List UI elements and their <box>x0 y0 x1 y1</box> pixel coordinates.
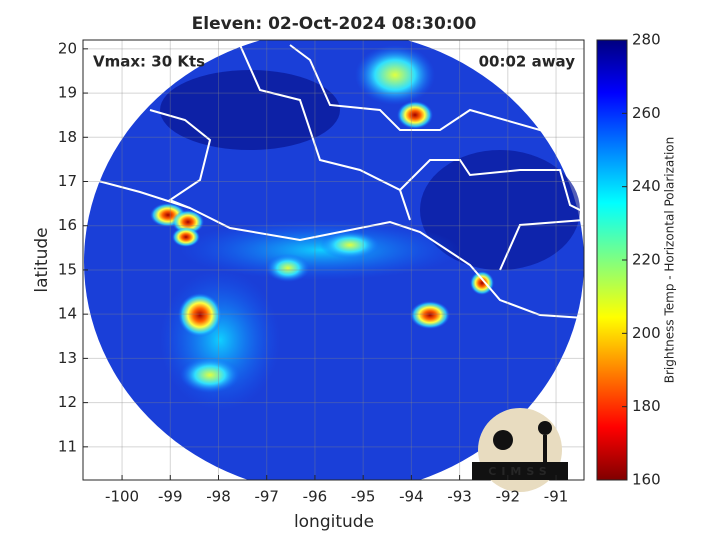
x-tick-label: -97 <box>254 488 279 506</box>
logo-text: CIMSS <box>488 465 551 478</box>
coastline <box>83 44 584 319</box>
x-tick-label: -95 <box>351 488 376 506</box>
grid <box>83 40 584 480</box>
y-tick-label: 12 <box>58 393 77 411</box>
y-tick-label: 17 <box>58 172 77 190</box>
y-axis-label: latitude <box>32 227 52 292</box>
y-tick-label: 13 <box>58 349 77 367</box>
x-tick-label: -100 <box>105 488 139 506</box>
y-tick-label: 18 <box>58 128 77 146</box>
axes-box <box>82 39 585 481</box>
y-tick-label: 20 <box>58 39 77 57</box>
y-tick-label: 16 <box>58 216 77 234</box>
colorbar-tick-label: 240 <box>632 177 661 195</box>
annotation: Vmax: 30 Kts <box>93 53 205 71</box>
x-tick-label: -94 <box>399 488 424 506</box>
colorbar-tick-label: 160 <box>632 471 661 489</box>
colorbar-tick-label: 200 <box>632 324 661 342</box>
chart-title: Eleven: 02-Oct-2024 08:30:00 <box>192 14 477 34</box>
swath <box>83 40 584 480</box>
colorbar-tick-label: 260 <box>632 104 661 122</box>
colorbar-label: Brightness Temp - Horizontal Polarizatio… <box>663 137 677 384</box>
x-tick-label: -98 <box>206 488 231 506</box>
colorbar-tick-label: 280 <box>632 31 661 49</box>
y-tick-label: 19 <box>58 84 77 102</box>
x-tick-label: -96 <box>303 488 328 506</box>
logo: CIMSS <box>472 408 568 492</box>
colorbar-tick-label: 220 <box>632 251 661 269</box>
y-tick-label: 15 <box>58 260 77 278</box>
x-tick-label: -93 <box>447 488 472 506</box>
y-tick-label: 14 <box>58 305 77 323</box>
colorbar-tick-label: 180 <box>632 397 661 415</box>
x-tick-label: -99 <box>158 488 183 506</box>
y-tick-label: 11 <box>58 437 77 455</box>
x-axis-label: longitude <box>294 512 374 532</box>
annotation: 00:02 away <box>479 53 576 71</box>
x-tick-label: -91 <box>544 488 569 506</box>
x-tick-label: -92 <box>496 488 521 506</box>
